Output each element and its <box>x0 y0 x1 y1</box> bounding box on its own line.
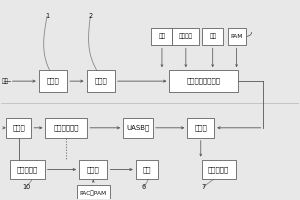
FancyBboxPatch shape <box>123 118 153 138</box>
Text: PAC、PAM: PAC、PAM <box>80 191 107 196</box>
FancyBboxPatch shape <box>202 28 223 45</box>
Text: 一体化铁碳芬顿池: 一体化铁碳芬顿池 <box>187 78 221 84</box>
FancyBboxPatch shape <box>6 118 31 138</box>
Text: 出水: 出水 <box>143 166 151 173</box>
FancyBboxPatch shape <box>79 160 107 179</box>
Text: 第二中间水池: 第二中间水池 <box>54 125 79 131</box>
FancyBboxPatch shape <box>77 185 110 200</box>
FancyBboxPatch shape <box>202 160 236 179</box>
Text: 气浮池: 气浮池 <box>87 166 100 173</box>
FancyBboxPatch shape <box>11 160 45 179</box>
Text: 10: 10 <box>22 184 30 190</box>
FancyBboxPatch shape <box>228 28 246 45</box>
Text: 沉淀池: 沉淀池 <box>194 125 207 131</box>
Text: 6: 6 <box>142 184 146 190</box>
FancyBboxPatch shape <box>169 70 238 92</box>
Text: PAM: PAM <box>230 34 243 39</box>
FancyBboxPatch shape <box>136 160 158 179</box>
FancyBboxPatch shape <box>152 28 172 45</box>
FancyBboxPatch shape <box>187 118 214 138</box>
FancyBboxPatch shape <box>172 28 199 45</box>
Text: 1: 1 <box>45 13 49 19</box>
Text: 过氧化氢: 过氧化氢 <box>179 34 193 39</box>
FancyBboxPatch shape <box>39 70 67 92</box>
Text: 接触氧化池: 接触氧化池 <box>17 166 38 173</box>
Text: 液碱: 液碱 <box>158 34 165 39</box>
Text: 液碱: 液碱 <box>209 34 216 39</box>
Text: UASB池: UASB池 <box>126 125 150 131</box>
Text: 7: 7 <box>202 184 206 190</box>
Text: 酸化池: 酸化池 <box>12 125 25 131</box>
Text: 调节池: 调节池 <box>46 78 59 84</box>
Text: 2: 2 <box>88 13 92 19</box>
FancyBboxPatch shape <box>46 118 87 138</box>
FancyBboxPatch shape <box>86 70 115 92</box>
Text: 泥渣外运处: 泥渣外运处 <box>208 166 229 173</box>
Text: 废水: 废水 <box>2 78 9 84</box>
Text: 加热池: 加热池 <box>94 78 107 84</box>
